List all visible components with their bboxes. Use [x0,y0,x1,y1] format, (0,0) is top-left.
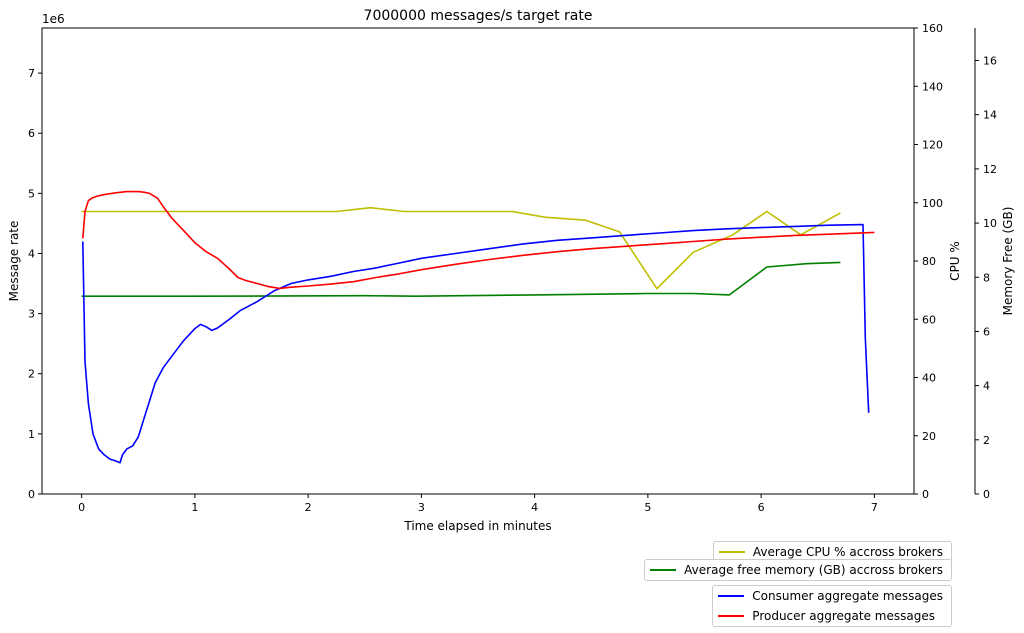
chart-title: 7000000 messages/s target rate [364,8,593,24]
legend-messages: Consumer aggregate messages Producer agg… [712,585,952,627]
cpu-tick-label: 100 [922,197,943,210]
memory-tick-label: 16 [983,55,997,68]
cpu-tick-label: 160 [922,22,943,35]
rate-tick-label: 2 [28,368,35,381]
legend-item-cpu: Average CPU % accross brokers [714,542,951,562]
legend-label-producer: Producer aggregate messages [752,609,935,623]
memory-tick-label: 2 [983,434,990,447]
x-tick-label: 3 [418,501,425,514]
cpu-tick-label: 140 [922,80,943,93]
x-tick-label: 6 [758,501,765,514]
series-line-rate-3 [82,190,875,290]
rate-tick-label: 7 [28,67,35,80]
x-tick-label: 2 [305,501,312,514]
memory-tick-label: 12 [983,163,997,176]
x-tick-label: 0 [78,501,85,514]
cpu-tick-label: 120 [922,139,943,152]
rate-tick-label: 0 [28,488,35,501]
legend-label-cpu: Average CPU % accross brokers [752,545,943,559]
legend-label-consumer: Consumer aggregate messages [752,589,943,603]
legend-swatch-consumer [718,595,745,597]
legend-memory: Average free memory (GB) accross brokers [644,559,952,581]
memory-tick-label: 10 [983,217,997,230]
legend-item-producer: Producer aggregate messages [713,606,951,626]
x-tick-label: 5 [644,501,651,514]
cpu-axis-label: CPU % [948,241,962,281]
memory-tick-label: 0 [983,488,990,501]
memory-axis-label: Memory Free (GB) [1001,207,1015,316]
x-tick-label: 4 [531,501,538,514]
rate-tick-label: 5 [28,187,35,200]
legend-swatch-producer [718,615,745,617]
memory-tick-label: 4 [983,380,990,393]
legend-label-memory: Average free memory (GB) accross brokers [684,563,943,577]
legend-swatch-memory [650,569,677,571]
legend-swatch-cpu [718,551,745,553]
memory-tick-label: 8 [983,271,990,284]
rate-tick-label: 4 [28,247,35,260]
rate-tick-label: 3 [28,308,35,321]
cpu-tick-label: 40 [922,372,936,385]
rate-axis-multiplier: 1e6 [42,12,65,26]
cpu-tick-label: 60 [922,313,936,326]
rate-axis-label: Message rate [7,221,21,302]
legend-item-memory: Average free memory (GB) accross brokers [645,560,951,580]
series-line-cpu-0 [81,206,841,290]
memory-tick-label: 6 [983,325,990,338]
memory-tick-label: 14 [983,109,997,122]
rate-tick-label: 6 [28,127,35,140]
x-tick-label: 1 [191,501,198,514]
legend-item-consumer: Consumer aggregate messages [713,586,951,606]
cpu-tick-label: 20 [922,430,936,443]
x-axis-label: Time elapsed in minutes [403,519,551,533]
cpu-tick-label: 80 [922,255,936,268]
series-line-memory-1 [81,261,841,297]
x-tick-label: 7 [871,501,878,514]
rate-tick-label: 1 [28,428,35,441]
series-line-rate-2 [82,223,870,464]
cpu-tick-label: 0 [922,488,929,501]
